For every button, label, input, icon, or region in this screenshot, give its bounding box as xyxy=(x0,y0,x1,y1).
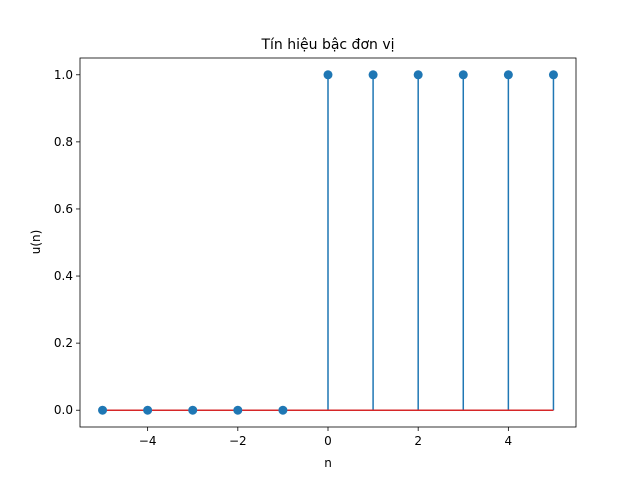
axes: −4 −2 0 2 4 0.0 0.2 0.4 0.6 0.8 1.0 xyxy=(54,57,577,448)
stem-marker xyxy=(188,405,198,415)
x-tick-label: −4 xyxy=(139,434,157,448)
stem-marker xyxy=(503,70,513,80)
x-axis-label: n xyxy=(324,456,332,470)
stem-marker xyxy=(143,405,153,415)
x-tick-label: 0 xyxy=(324,434,332,448)
chart-title: Tín hiệu bậc đơn vị xyxy=(260,37,394,53)
stem-marker xyxy=(548,70,558,80)
stem-marker xyxy=(98,405,108,415)
y-tick-label: 0.4 xyxy=(54,269,73,283)
stem-marker xyxy=(233,405,243,415)
x-tick-label: 4 xyxy=(505,434,513,448)
x-tick-label: 2 xyxy=(414,434,422,448)
stem-marker xyxy=(368,70,378,80)
x-tick-label: −2 xyxy=(229,434,247,448)
y-tick-label: 0.8 xyxy=(54,135,73,149)
stem-marker xyxy=(323,70,333,80)
y-tick-label: 0.0 xyxy=(54,403,73,417)
y-tick-label: 0.6 xyxy=(54,202,73,216)
y-tick-label: 1.0 xyxy=(54,68,73,82)
y-axis-label: u(n) xyxy=(29,230,43,255)
stem-marker xyxy=(413,70,423,80)
y-tick-label: 0.2 xyxy=(54,336,73,350)
stem-marker xyxy=(458,70,468,80)
plot-area xyxy=(98,70,558,415)
stem-marker xyxy=(278,405,288,415)
